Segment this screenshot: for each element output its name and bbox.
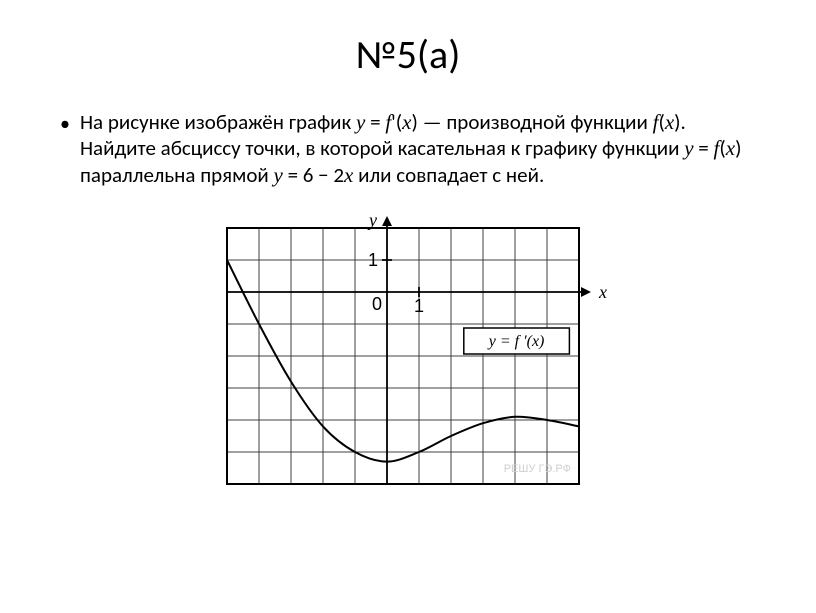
problem-paragraph: На рисунке изображён график y = f'(x) — …: [80, 109, 756, 188]
svg-text:y = f ′(x): y = f ′(x): [487, 333, 545, 350]
svg-text:0: 0: [372, 294, 382, 314]
svg-text:1: 1: [414, 296, 424, 316]
svg-text:1: 1: [368, 250, 378, 270]
bullet-icon: •: [60, 111, 70, 137]
svg-text:x: x: [598, 282, 607, 302]
svg-text:РЕШУ ГЭ.РФ: РЕШУ ГЭ.РФ: [504, 463, 571, 475]
chart-container: РЕШУ ГЭ.РФ 0 1 1 x y y = f ′(x): [60, 208, 756, 494]
derivative-graph: РЕШУ ГЭ.РФ 0 1 1 x y y = f ′(x): [207, 208, 609, 494]
problem-text: • На рисунке изображён график y = f'(x) …: [60, 109, 756, 188]
slide-title: №5(а): [60, 30, 756, 79]
svg-text:y: y: [367, 210, 377, 230]
